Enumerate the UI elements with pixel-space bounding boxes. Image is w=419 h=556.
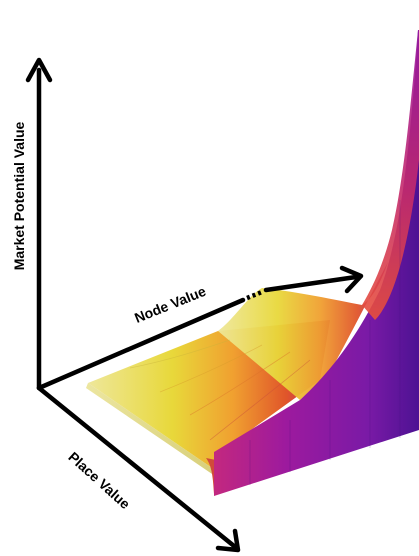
surface-corner-curl bbox=[206, 458, 216, 494]
vertical-axis-arrowhead bbox=[25, 57, 53, 83]
surface-rising-shoulder bbox=[218, 262, 388, 400]
surface-front-edge bbox=[86, 383, 215, 476]
place-value-axis bbox=[36, 385, 241, 553]
wall-shading-lines bbox=[249, 200, 401, 485]
place-value-axis-arrowhead bbox=[215, 528, 241, 553]
node-value-axis bbox=[36, 265, 364, 391]
node-value-axis-arrowhead bbox=[339, 265, 364, 294]
surface-side-wall bbox=[214, 30, 419, 496]
surface-steep-curve bbox=[362, 30, 419, 320]
vertical-axis-label: Market Potential Value bbox=[11, 121, 27, 270]
vertical-axis bbox=[25, 57, 53, 391]
surface-contour-lines bbox=[129, 339, 311, 441]
